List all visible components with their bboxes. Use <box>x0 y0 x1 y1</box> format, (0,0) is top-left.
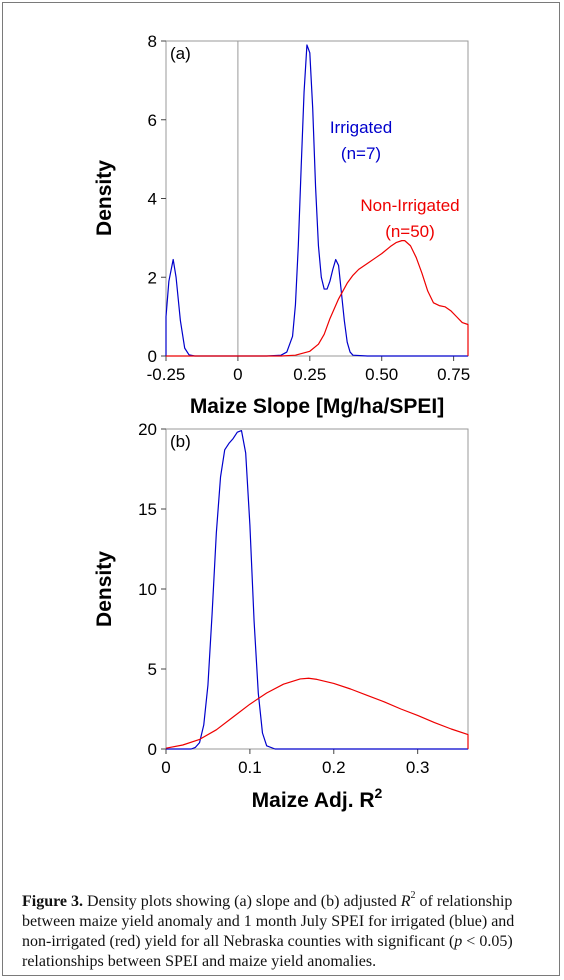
panel-b: 0 5 10 15 20 0 0.1 0.2 0.3 (b) Density Maize Adj. R… <box>93 420 469 812</box>
caption-p-symbol: p <box>454 933 463 950</box>
y-tick-label: 6 <box>148 111 157 130</box>
series-label: (n=50) <box>385 222 435 241</box>
series-line-irrigated <box>166 430 468 750</box>
panel-label: (b) <box>170 432 191 451</box>
series-label: (n=7) <box>341 144 381 163</box>
caption-text-2: of relationship between maize yield anom… <box>22 893 515 950</box>
y-tick-label: 0 <box>148 740 157 759</box>
panel-label: (a) <box>170 44 191 63</box>
series-line-non-irrigated <box>165 677 469 749</box>
y-tick-label: 15 <box>138 500 157 519</box>
caption-text-1: Density plots showing (a) slope and (b) … <box>83 893 401 910</box>
caption-r-superscript: 2 <box>410 889 416 901</box>
y-tick-label: 4 <box>148 190 157 209</box>
plot-area-border <box>165 428 469 750</box>
caption-r-symbol: R <box>400 893 411 910</box>
x-axis-title: Maize Slope [Mg/ha/SPEI] <box>190 395 444 418</box>
figure-caption: Figure 3. Density plots showing (a) slop… <box>22 889 547 972</box>
x-axis-title: Maize Adj. R2 <box>252 785 383 812</box>
x-tick-label: 0.25 <box>293 365 326 384</box>
y-tick-label: 10 <box>138 580 157 599</box>
series-line-non-irrigated <box>166 240 469 357</box>
x-tick-label: 0.75 <box>437 365 470 384</box>
series-line-irrigated <box>165 44 468 357</box>
x-tick-label: -0.25 <box>147 365 186 384</box>
series-label: Non-Irrigated <box>360 196 459 215</box>
x-tick-label: 0.1 <box>238 758 262 777</box>
y-tick-label: 0 <box>148 347 157 366</box>
y-tick-label: 5 <box>148 660 157 679</box>
x-tick-label: 0.3 <box>406 758 430 777</box>
x-tick-label: 0.50 <box>365 365 398 384</box>
y-tick-label: 20 <box>138 420 157 439</box>
y-tick-label: 2 <box>148 268 157 287</box>
x-tick-label: 0.2 <box>322 758 346 777</box>
caption-label: Figure 3. <box>22 893 84 910</box>
y-axis-title: Density <box>93 551 116 627</box>
x-tick-label: 0 <box>161 758 170 777</box>
series-label: Irrigated <box>330 118 392 137</box>
y-axis-title: Density <box>93 160 116 236</box>
x-tick-label: 0 <box>233 365 242 384</box>
y-tick-label: 8 <box>148 32 157 51</box>
x-axis-title-superscript: 2 <box>375 785 383 801</box>
caption-text-3: < 0.05) relationships between SPEI and m… <box>22 933 513 970</box>
